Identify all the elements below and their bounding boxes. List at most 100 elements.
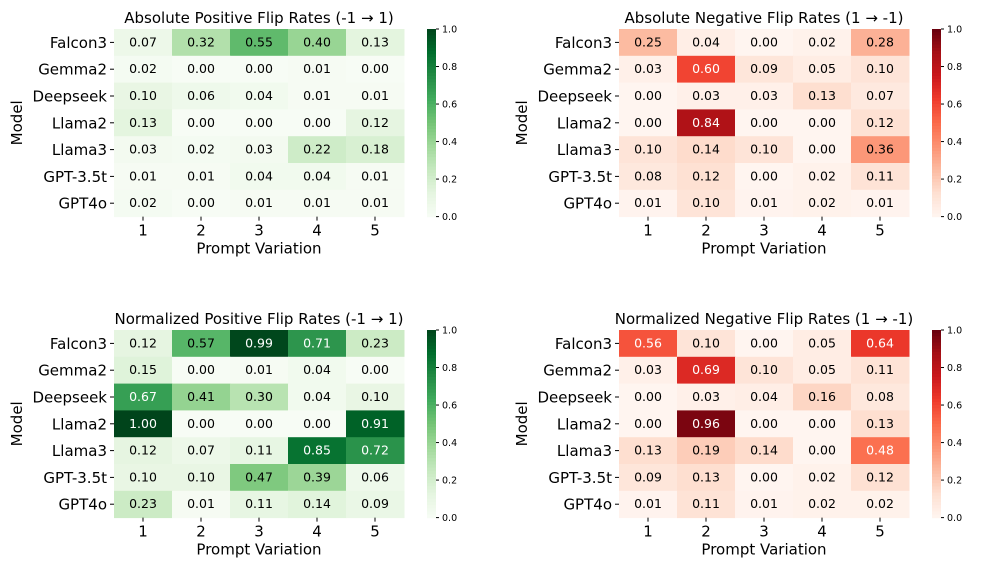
cell-value-label: 0.23 (361, 335, 389, 350)
colorbar-segment (932, 47, 941, 52)
cell-value-label: 0.03 (245, 142, 273, 157)
cell-value-label: 0.13 (634, 443, 662, 458)
heatmap-cell (172, 356, 231, 385)
heatmap-cell (619, 109, 678, 137)
cell-value-label: 0.07 (866, 88, 894, 103)
heatmap-cell (172, 163, 231, 191)
colorbar-segment (932, 125, 941, 130)
cell-value-label: 0.47 (245, 469, 273, 484)
cell-value-label: 0.28 (866, 34, 894, 49)
colorbar-segment (932, 41, 941, 46)
colorbar-tick-label: 0.0 (947, 513, 962, 524)
y-tick-label: GPT-3.5t (548, 469, 612, 487)
heatmap-cell (114, 490, 173, 519)
colorbar-tick-label: 0.8 (947, 363, 962, 374)
colorbar-segment (932, 373, 941, 378)
heatmap-cell (793, 189, 852, 218)
heatmap-cell (288, 356, 347, 385)
heatmap-cell (851, 189, 910, 218)
colorbar-segment (427, 455, 436, 459)
cell-value-label: 0.01 (187, 496, 215, 511)
colorbar-segment (932, 88, 941, 93)
heatmap-cell (735, 410, 794, 438)
cell-value-label: 0.11 (245, 496, 273, 511)
heatmap-cell (735, 55, 794, 84)
colorbar-segment (932, 197, 941, 202)
colorbar-segment (427, 508, 436, 512)
heatmap-cell (793, 55, 852, 84)
cell-value-label: 0.01 (361, 168, 389, 183)
cell-value-label: 0.04 (750, 389, 778, 404)
cell-value-label: 0.01 (750, 496, 778, 511)
colorbar-segment (932, 417, 941, 422)
y-tick-label: Falcon3 (50, 335, 107, 353)
colorbar-tick-label: 0.4 (442, 438, 457, 449)
colorbar-segment (427, 85, 436, 90)
colorbar-segment (932, 163, 941, 168)
colorbar-segment (427, 94, 436, 99)
heatmap-cell (172, 383, 231, 411)
colorbar-segment (427, 342, 436, 347)
colorbar-segment (427, 66, 436, 71)
heatmap-cell (677, 410, 736, 438)
colorbar-segment (932, 426, 941, 431)
colorbar-segment (932, 501, 941, 506)
colorbar-segment (427, 122, 436, 127)
colorbar-segment (932, 376, 941, 381)
cell-value-label: 0.56 (634, 335, 662, 350)
y-tick-label: Llama3 (52, 442, 107, 460)
heatmap-cell (793, 437, 852, 465)
colorbar-segment (932, 69, 941, 74)
heatmap-cell (230, 136, 289, 164)
heatmap-cell (114, 410, 173, 438)
colorbar-segment (427, 476, 436, 481)
heatmap-cell (619, 82, 678, 110)
heatmap-cell (172, 410, 231, 438)
heatmap-cell (851, 356, 910, 385)
colorbar-segment (932, 129, 941, 133)
colorbar-segment (932, 480, 941, 484)
colorbar-segment (932, 204, 941, 208)
colorbar-segment (932, 100, 941, 105)
colorbar-segment (932, 433, 941, 437)
colorbar-segment (427, 110, 436, 115)
heatmap-cell (114, 55, 173, 84)
cell-value-label: 0.00 (245, 416, 273, 431)
heatmap-cell (793, 136, 852, 164)
colorbar-segment (427, 116, 436, 121)
colorbar-segment (932, 75, 941, 80)
colorbar-segment (932, 445, 941, 450)
cell-value-label: 0.01 (245, 362, 273, 377)
heatmap-cell (851, 82, 910, 110)
heatmap-cell (288, 464, 347, 492)
y-tick-label: Llama2 (52, 114, 107, 132)
colorbar-segment (427, 194, 436, 199)
colorbar-segment (427, 197, 436, 202)
heatmap-cell (735, 163, 794, 191)
colorbar-segment (427, 480, 436, 484)
cell-value-label: 0.00 (187, 115, 215, 130)
colorbar-segment (427, 364, 436, 369)
cell-value-label: 0.02 (129, 195, 157, 210)
cell-value-label: 0.03 (750, 88, 778, 103)
cell-value-label: 1.00 (129, 416, 157, 431)
heatmap-cell (677, 55, 736, 84)
colorbar-segment (932, 473, 941, 478)
heatmap-cell (346, 189, 405, 218)
colorbar-segment (932, 395, 941, 400)
cell-value-label: 0.23 (129, 496, 157, 511)
heatmap-cell (677, 437, 736, 465)
y-tick-label: GPT-3.5t (43, 469, 107, 487)
colorbar-segment (932, 72, 941, 77)
y-tick-label: Gemma2 (543, 362, 612, 380)
heatmap-cell (619, 464, 678, 492)
cell-value-label: 0.13 (361, 34, 389, 49)
cell-value-label: 0.05 (808, 61, 836, 76)
cell-value-label: 0.01 (634, 195, 662, 210)
colorbar-segment (427, 451, 436, 456)
colorbar-segment (427, 408, 436, 412)
heatmap-cell (735, 82, 794, 110)
colorbar-segment (932, 91, 941, 96)
colorbar-segment (427, 91, 436, 96)
cell-value-label: 0.11 (245, 443, 273, 458)
